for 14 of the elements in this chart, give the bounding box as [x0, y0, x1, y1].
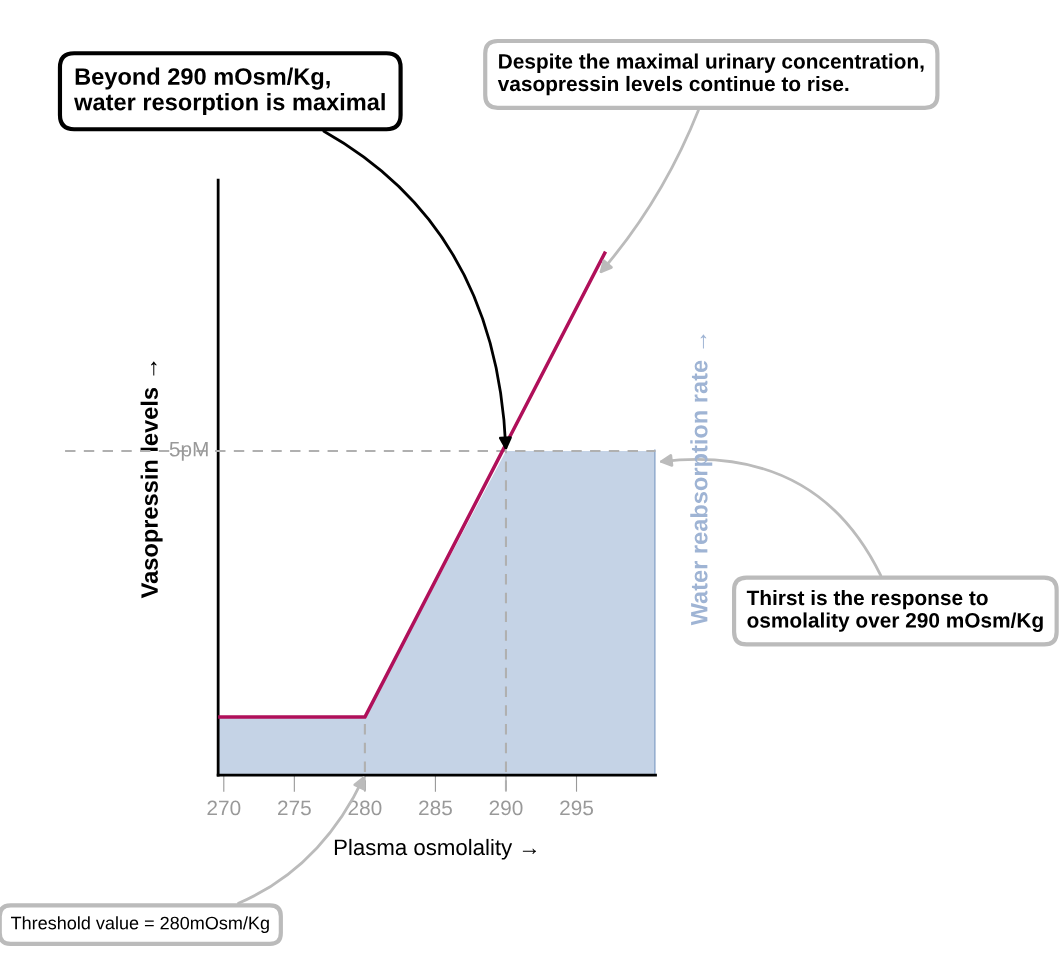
- annotation: Beyond 290 mOsm/Kg, water resorption is maximal: [74, 67, 385, 116]
- x-tick-label: 280: [348, 800, 382, 816]
- annotation: Despite the maximal urinary concentration, vasopressin levels continue to rise.: [497, 53, 924, 96]
- x-tick-label: 295: [560, 800, 594, 816]
- x-tick-label: 275: [278, 800, 311, 816]
- x-axis-title: Plasma osmolality →: [334, 838, 537, 860]
- x-tick-label: 270: [207, 800, 241, 816]
- x-tick-label: 290: [489, 800, 523, 816]
- y-axis-title: Vasopressin levels →: [140, 361, 163, 599]
- y2-axis-title: Water reabsorption rate →: [690, 334, 713, 626]
- ref-line-label: 5pM: [169, 442, 208, 461]
- annotation: Threshold value = 280mOsm/Kg: [11, 916, 269, 934]
- annotation: Thirst is the response to osmolality over 290 mOsm/Kg: [746, 589, 1043, 632]
- x-tick-label: 285: [419, 800, 452, 816]
